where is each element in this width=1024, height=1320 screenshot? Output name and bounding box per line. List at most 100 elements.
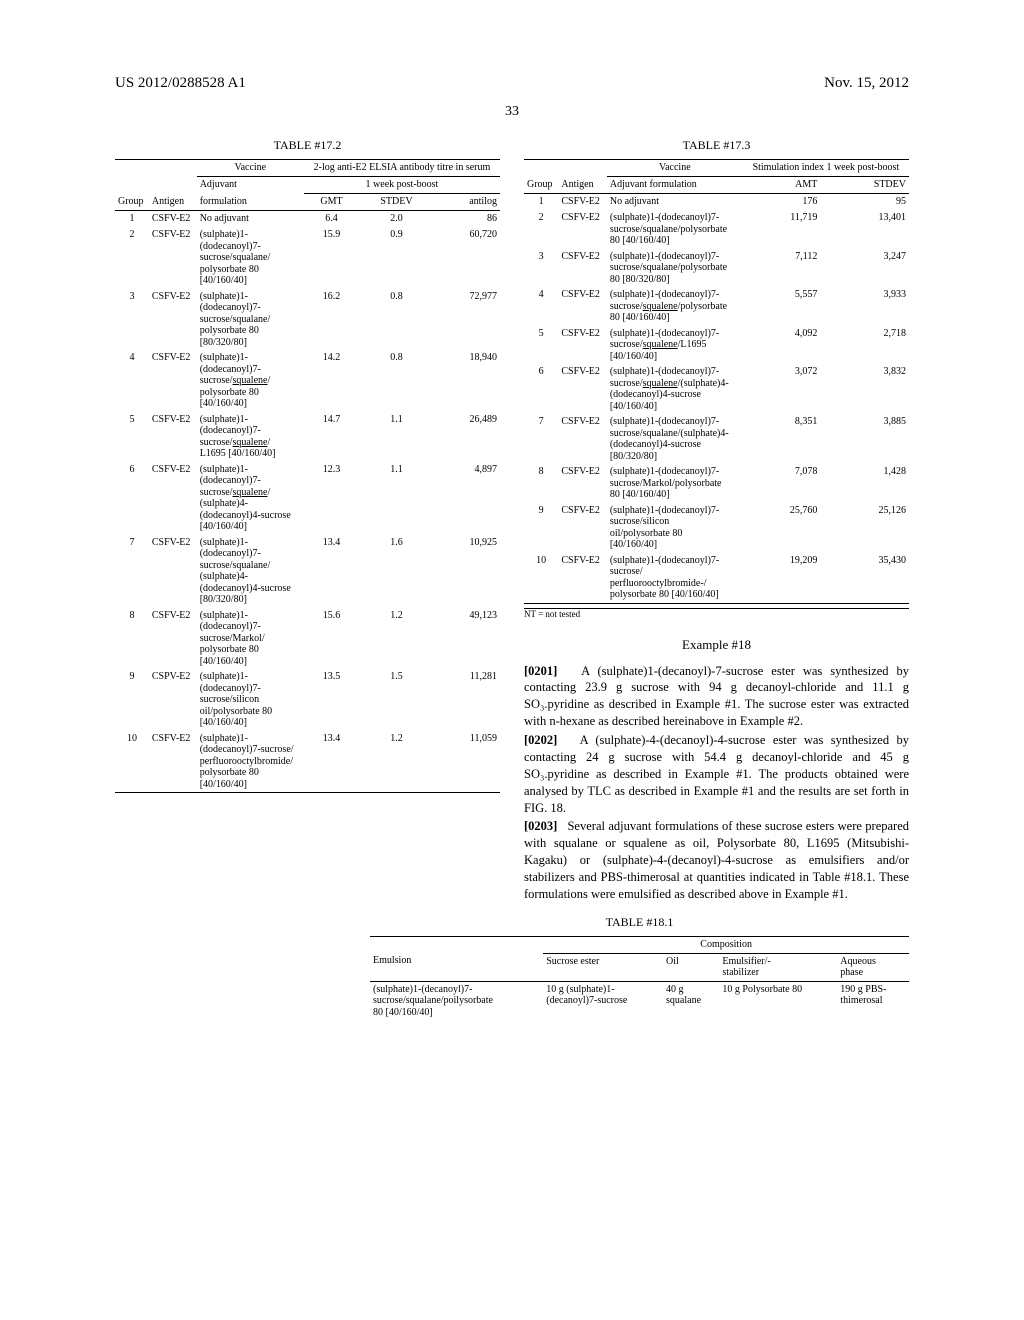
table-row: 8 CSFV-E2(sulphate)1- (dodecanoyl)7- suc… <box>115 608 500 670</box>
cell-stdev: 2,718 <box>820 326 909 365</box>
cell-antigen: CSFV-E2 <box>149 289 197 351</box>
cell-antigen: CSFV-E2 <box>149 608 197 670</box>
composition-header: Composition <box>543 936 909 953</box>
col-group-2: Group <box>524 177 558 194</box>
cell-gmt: 14.2 <box>304 350 359 412</box>
cell-group: 3 <box>115 289 149 351</box>
cell-sucrose: 10 g (sulphate)1- (decanoyl)7-sucrose <box>543 981 663 1020</box>
cell-amt: 176 <box>743 194 821 211</box>
cell-stdev: 3,247 <box>820 249 909 288</box>
table-row: (sulphate)1-(decanoyl)7- sucrose/squalan… <box>370 981 909 1020</box>
table-row: 4 CSFV-E2(sulphate)1-(dodecanoyl)7- sucr… <box>524 287 909 326</box>
cell-stdev: 3,832 <box>820 364 909 414</box>
cell-stdev: 95 <box>820 194 909 211</box>
col-group: Group <box>115 194 149 211</box>
cell-antigen: CSFV-E2 <box>558 503 606 553</box>
table-row: 5 CSFV-E2(sulphate)1- (dodecanoyl)7- suc… <box>115 412 500 462</box>
cell-antigen: CSFV-E2 <box>149 227 197 289</box>
cell-stdev: 0.8 <box>359 350 434 412</box>
cell-gmt: 12.3 <box>304 462 359 535</box>
table-row: 1 CSFV-E2No adjuvant6.4 2.0 86 <box>115 211 500 228</box>
cell-antilog: 60,720 <box>434 227 500 289</box>
cell-group: 2 <box>524 210 558 249</box>
cell-group: 1 <box>524 194 558 211</box>
cell-antilog: 4,897 <box>434 462 500 535</box>
table-row: 10 CSFV-E2(sulphate)1-(dodecanoyl)7- suc… <box>524 553 909 604</box>
cell-gmt: 6.4 <box>304 211 359 228</box>
cell-amt: 11,719 <box>743 210 821 249</box>
col-amt: AMT <box>743 177 821 194</box>
col-stdev-2: STDEV <box>820 177 909 194</box>
right-column: TABLE #17.3 Vaccine Stimulation index 1 … <box>524 138 909 905</box>
col-formulation: formulation <box>197 194 304 211</box>
cell-oil: 40 g squalane <box>663 981 719 1020</box>
week-header: 1 week post-boost <box>304 177 500 194</box>
table-row: 2 CSFV-E2(sulphate)1-(dodecanoyl)7- sucr… <box>524 210 909 249</box>
cell-stdev: 1.6 <box>359 535 434 608</box>
cell-adjuvant: (sulphate)1-(dodecanoyl)7- sucrose/ perf… <box>607 553 743 604</box>
cell-group: 9 <box>115 669 149 731</box>
para-0203: [0203] Several adjuvant formulations of … <box>524 818 909 902</box>
cell-antigen: CSFV-E2 <box>558 194 606 211</box>
cell-stdev: 0.9 <box>359 227 434 289</box>
table-row: 7 CSFV-E2(sulphate)1-(dodecanoyl)7- sucr… <box>524 414 909 464</box>
cell-gmt: 15.6 <box>304 608 359 670</box>
table-17-3-footnote: NT = not tested <box>524 608 909 619</box>
cell-antigen: CSPV-E2 <box>149 669 197 731</box>
para-0201: [0201] A (sulphate)1-(decanoyl)-7-sucros… <box>524 663 909 731</box>
cell-amt: 7,112 <box>743 249 821 288</box>
cell-adjuvant: (sulphate)1-(dodecanoyl)7- sucrose/squal… <box>607 364 743 414</box>
cell-antilog: 18,940 <box>434 350 500 412</box>
cell-antilog: 26,489 <box>434 412 500 462</box>
cell-antilog: 11,281 <box>434 669 500 731</box>
cell-stdev: 1.5 <box>359 669 434 731</box>
cell-adjuvant: (sulphate)1- (dodecanoyl)7- sucrose/squa… <box>197 462 304 535</box>
table-18-1-wrap: TABLE #18.1 Composition Emulsion Sucrose… <box>0 915 1024 1021</box>
table-row: 9 CSFV-E2(sulphate)1-(dodecanoyl)7- sucr… <box>524 503 909 553</box>
cell-amt: 3,072 <box>743 364 821 414</box>
cell-adjuvant: (sulphate)1-(dodecanoyl)7- sucrose/squal… <box>607 287 743 326</box>
cell-antigen: CSFV-E2 <box>558 553 606 604</box>
col-gmt: GMT <box>304 194 359 211</box>
cell-antigen: CSFV-E2 <box>558 210 606 249</box>
cell-stdev: 35,430 <box>820 553 909 604</box>
cell-group: 7 <box>524 414 558 464</box>
cell-gmt: 16.2 <box>304 289 359 351</box>
content-columns: TABLE #17.2 Vaccine 2-log anti-E2 ELSIA … <box>0 120 1024 905</box>
col-adj-form: Adjuvant formulation <box>607 177 743 194</box>
cell-amt: 25,760 <box>743 503 821 553</box>
cell-amt: 7,078 <box>743 464 821 503</box>
table-row: 10 CSFV-E2(sulphate)1- (dodecanoyl)7-suc… <box>115 731 500 793</box>
table-row: 1 CSFV-E2No adjuvant176 95 <box>524 194 909 211</box>
cell-antigen: CSFV-E2 <box>558 249 606 288</box>
col-emulsion: Emulsion <box>370 953 543 981</box>
cell-adjuvant: (sulphate)1-(dodecanoyl)7- sucrose/squal… <box>607 210 743 249</box>
cell-adjuvant: (sulphate)1- (dodecanoyl)7- sucrose/squa… <box>197 289 304 351</box>
table-row: 7 CSFV-E2(sulphate)1- (dodecanoyl)7- suc… <box>115 535 500 608</box>
cell-antilog: 72,977 <box>434 289 500 351</box>
table-18-1: Composition Emulsion Sucrose ester Oil E… <box>370 936 909 1021</box>
cell-antilog: 86 <box>434 211 500 228</box>
cell-group: 3 <box>524 249 558 288</box>
cell-amt: 19,209 <box>743 553 821 604</box>
col-antilog: antilog <box>434 194 500 211</box>
table-row: 4 CSFV-E2(sulphate)1- (dodecanoyl)7- suc… <box>115 350 500 412</box>
para-text: A (sulphate)-4-(decanoyl)-4-sucrose este… <box>524 733 909 815</box>
cell-aqueous: 190 g PBS- thimerosal <box>837 981 909 1020</box>
cell-group: 9 <box>524 503 558 553</box>
cell-amt: 8,351 <box>743 414 821 464</box>
cell-adjuvant: (sulphate)1-(dodecanoyl)7- sucrose/silic… <box>607 503 743 553</box>
vaccine-header-2: Vaccine <box>607 160 743 177</box>
page-header: US 2012/0288528 A1 Nov. 15, 2012 <box>0 0 1024 92</box>
cell-antigen: CSFV-E2 <box>149 412 197 462</box>
cell-antigen: CSFV-E2 <box>149 535 197 608</box>
table-row: 6 CSFV-E2(sulphate)1- (dodecanoyl)7- suc… <box>115 462 500 535</box>
para-num: [0202] <box>524 733 557 747</box>
cell-adjuvant: (sulphate)1- (dodecanoyl)7- sucrose/sili… <box>197 669 304 731</box>
page-number: 33 <box>0 104 1024 120</box>
cell-stdev: 0.8 <box>359 289 434 351</box>
cell-amt: 5,557 <box>743 287 821 326</box>
cell-group: 4 <box>115 350 149 412</box>
cell-stdev: 1.2 <box>359 731 434 793</box>
cell-group: 10 <box>524 553 558 604</box>
